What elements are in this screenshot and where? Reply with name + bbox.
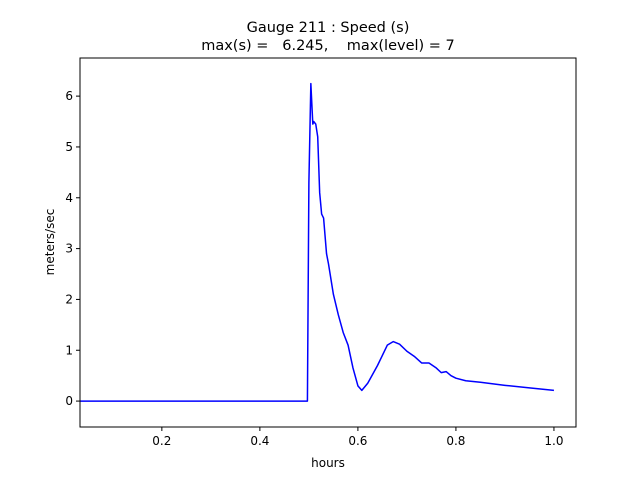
y-tick-label: 1 <box>65 343 73 357</box>
y-tick-label: 6 <box>65 89 73 103</box>
chart-subtitle: max(s) = 6.245, max(level) = 7 <box>201 38 455 54</box>
data-line <box>80 82 555 402</box>
x-axis-label: hours <box>311 456 345 470</box>
plot-frame <box>79 57 577 428</box>
chart-title: Gauge 211 : Speed (s) <box>247 20 410 36</box>
x-tick-label: 0.2 <box>152 434 171 448</box>
x-tick-label: 1.0 <box>544 434 563 448</box>
x-tick-label: 0.8 <box>446 434 465 448</box>
y-tick-label: 5 <box>65 140 73 154</box>
x-tick-label: 0.4 <box>250 434 269 448</box>
y-axis-label: meters/sec <box>43 209 57 276</box>
y-tick-label: 3 <box>65 242 73 256</box>
y-tick-label: 4 <box>65 191 73 205</box>
y-tick-label: 2 <box>65 292 73 306</box>
y-tick-label: 0 <box>65 394 73 408</box>
x-tick-label: 0.6 <box>348 434 367 448</box>
